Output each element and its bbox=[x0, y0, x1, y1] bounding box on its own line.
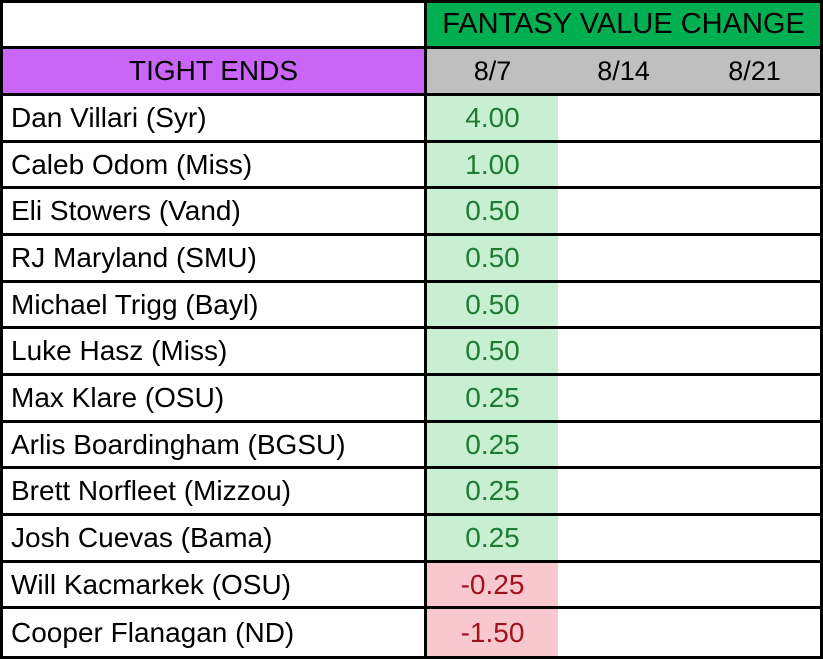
table-row: Josh Cuevas (Bama) 0.25 bbox=[3, 516, 820, 563]
column-header-row: TIGHT ENDS 8/7 8/14 8/21 bbox=[3, 49, 820, 96]
player-name[interactable]: Eli Stowers (Vand) bbox=[3, 189, 427, 237]
value-cell-w3[interactable] bbox=[689, 562, 820, 610]
value-cell-w2[interactable] bbox=[558, 236, 689, 283]
value-cell-w3[interactable] bbox=[689, 329, 820, 377]
value-cell-w1[interactable]: 0.50 bbox=[427, 329, 558, 377]
value-cell-w2[interactable] bbox=[558, 516, 689, 563]
value-cell-w3[interactable] bbox=[689, 516, 820, 563]
player-name[interactable]: Caleb Odom (Miss) bbox=[3, 142, 427, 190]
value-cell-w2[interactable] bbox=[558, 376, 689, 423]
value-cell-w2[interactable] bbox=[558, 469, 689, 517]
value-cell-w2[interactable] bbox=[558, 189, 689, 237]
value-cell-w2[interactable] bbox=[558, 282, 689, 330]
value-cell-w3[interactable] bbox=[689, 282, 820, 330]
value-cell-w1[interactable]: 0.25 bbox=[427, 516, 558, 563]
value-cell-w1[interactable]: 4.00 bbox=[427, 96, 558, 143]
value-cell-w3[interactable] bbox=[689, 189, 820, 237]
value-cell-w1[interactable]: 0.50 bbox=[427, 236, 558, 283]
value-cell-w3[interactable] bbox=[689, 142, 820, 190]
player-name[interactable]: Luke Hasz (Miss) bbox=[3, 329, 427, 377]
table-row: Eli Stowers (Vand) 0.50 bbox=[3, 189, 820, 237]
value-cell-w1[interactable]: 0.25 bbox=[427, 469, 558, 517]
value-cell-w2[interactable] bbox=[558, 96, 689, 143]
table-row: Will Kacmarkek (OSU) -0.25 bbox=[3, 562, 820, 610]
player-name[interactable]: Michael Trigg (Bayl) bbox=[3, 282, 427, 330]
value-cell-w3[interactable] bbox=[689, 96, 820, 143]
value-cell-w1[interactable]: 0.25 bbox=[427, 376, 558, 423]
value-cell-w2[interactable] bbox=[558, 422, 689, 470]
value-cell-w2[interactable] bbox=[558, 142, 689, 190]
table-row: Caleb Odom (Miss) 1.00 bbox=[3, 142, 820, 190]
player-name[interactable]: Brett Norfleet (Mizzou) bbox=[3, 469, 427, 517]
blank-corner-cell bbox=[3, 3, 427, 49]
value-cell-w2[interactable] bbox=[558, 562, 689, 610]
value-cell-w1[interactable]: 0.25 bbox=[427, 422, 558, 470]
value-cell-w1[interactable]: -0.25 bbox=[427, 562, 558, 610]
date-header-8-14: 8/14 bbox=[558, 49, 689, 96]
table-row: Michael Trigg (Bayl) 0.50 bbox=[3, 282, 820, 330]
player-name[interactable]: Dan Villari (Syr) bbox=[3, 96, 427, 143]
player-name[interactable]: Arlis Boardingham (BGSU) bbox=[3, 422, 427, 470]
table-row: RJ Maryland (SMU) 0.50 bbox=[3, 236, 820, 283]
value-cell-w3[interactable] bbox=[689, 422, 820, 470]
player-name[interactable]: Cooper Flanagan (ND) bbox=[3, 609, 427, 657]
value-cell-w2[interactable] bbox=[558, 609, 689, 657]
value-cell-w3[interactable] bbox=[689, 469, 820, 517]
value-cell-w1[interactable]: 1.00 bbox=[427, 142, 558, 190]
table-row: Brett Norfleet (Mizzou) 0.25 bbox=[3, 469, 820, 517]
player-name[interactable]: Will Kacmarkek (OSU) bbox=[3, 562, 427, 610]
table-row: Cooper Flanagan (ND) -1.50 bbox=[3, 609, 820, 657]
value-cell-w1[interactable]: -1.50 bbox=[427, 609, 558, 657]
value-cell-w3[interactable] bbox=[689, 609, 820, 657]
value-cell-w1[interactable]: 0.50 bbox=[427, 282, 558, 330]
table-row: Luke Hasz (Miss) 0.50 bbox=[3, 329, 820, 377]
value-cell-w3[interactable] bbox=[689, 376, 820, 423]
date-header-8-7: 8/7 bbox=[427, 49, 558, 96]
table-row: Arlis Boardingham (BGSU) 0.25 bbox=[3, 422, 820, 470]
value-cell-w2[interactable] bbox=[558, 329, 689, 377]
table-row: Max Klare (OSU) 0.25 bbox=[3, 376, 820, 423]
player-name[interactable]: RJ Maryland (SMU) bbox=[3, 236, 427, 283]
player-name[interactable]: Max Klare (OSU) bbox=[3, 376, 427, 423]
title-row: FANTASY VALUE CHANGE bbox=[3, 3, 820, 49]
value-cell-w1[interactable]: 0.50 bbox=[427, 189, 558, 237]
value-cell-w3[interactable] bbox=[689, 236, 820, 283]
date-header-8-21: 8/21 bbox=[689, 49, 820, 96]
position-header: TIGHT ENDS bbox=[3, 49, 427, 96]
player-name[interactable]: Josh Cuevas (Bama) bbox=[3, 516, 427, 563]
table-title: FANTASY VALUE CHANGE bbox=[427, 3, 820, 49]
table-row: Dan Villari (Syr) 4.00 bbox=[3, 96, 820, 143]
